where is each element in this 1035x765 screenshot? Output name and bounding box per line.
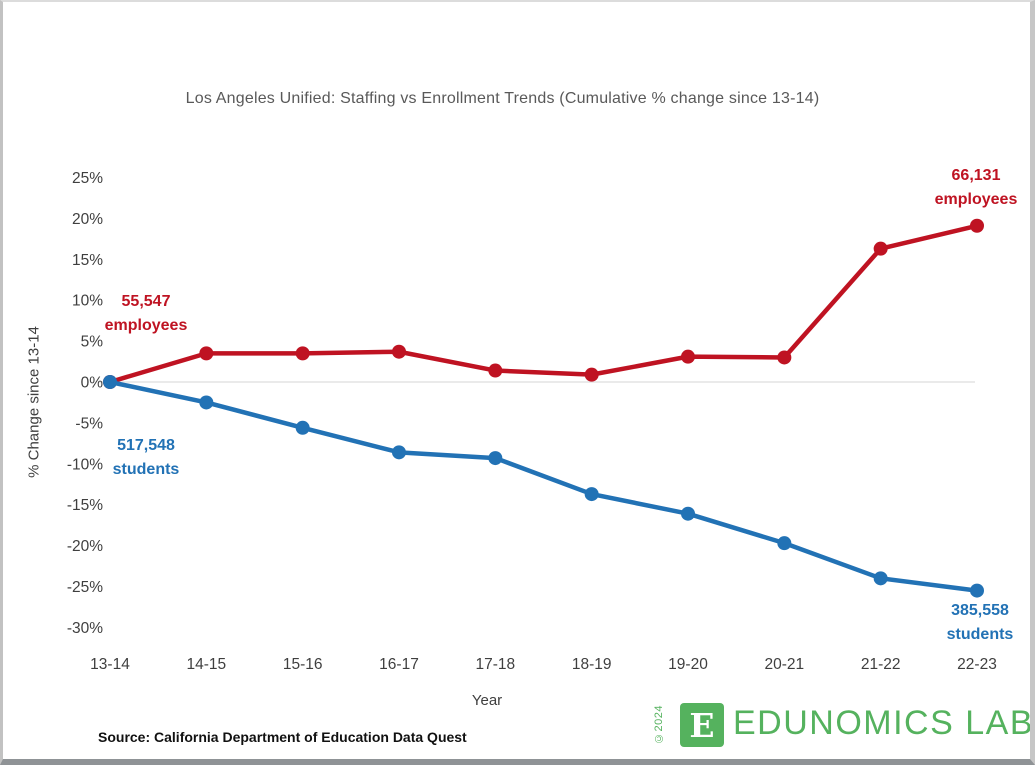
employees-start-annotation: 55,547 employees [86, 290, 206, 338]
students-point [392, 445, 406, 460]
employees-start-value: 55,547 [121, 293, 171, 310]
y-tick-label: 10% [72, 293, 103, 310]
students-point [873, 571, 888, 586]
x-tick-label: 22-23 [957, 656, 997, 673]
students-start-unit: students [112, 461, 180, 478]
x-tick-label: 15-16 [283, 656, 323, 673]
students-end-unit: students [946, 626, 1014, 643]
employees-point [295, 346, 310, 361]
students-point [488, 451, 503, 466]
students-point [199, 395, 214, 410]
employees-end-annotation: 66,131 employees [916, 164, 1030, 212]
students-point [584, 487, 599, 502]
students-point [777, 536, 792, 551]
students-end-value: 385,558 [951, 602, 1009, 619]
y-tick-label: 25% [72, 170, 103, 187]
students-start-annotation: 517,548 students [86, 434, 206, 482]
chart-title: Los Angeles Unified: Staffing vs Enrollm… [185, 90, 820, 107]
students-end-annotation: 385,558 students [920, 599, 1030, 647]
y-tick-label: 5% [81, 334, 104, 351]
y-tick-label: 15% [72, 252, 103, 269]
students-start-value: 517,548 [117, 437, 175, 454]
x-tick-label: 16-17 [379, 656, 419, 673]
x-tick-label: 18-19 [572, 656, 612, 673]
source-note: Source: California Department of Educati… [98, 729, 467, 745]
y-tick-label: -25% [67, 579, 103, 596]
y-tick-label: -15% [67, 497, 103, 514]
employees-point [199, 346, 214, 361]
employees-end-unit: employees [934, 191, 1018, 208]
employees-end-value: 66,131 [951, 167, 1001, 184]
employees-point [873, 241, 888, 256]
employees-point [584, 367, 599, 382]
employees-point [777, 350, 792, 365]
students-line [107, 379, 980, 593]
y-tick-label: -30% [67, 620, 103, 637]
employees-point [681, 349, 695, 364]
employees-start-unit: employees [104, 317, 188, 334]
logo-wordmark: EDUNOMICS LAB [733, 704, 1034, 742]
employees-point [970, 218, 984, 233]
x-tick-label: 19-20 [668, 656, 708, 673]
x-tick-label: 17-18 [476, 656, 516, 673]
y-tick-label: -10% [67, 456, 103, 473]
line-chart: 25% 20% 15% 10% 5% 0% -5% -10% -15% -20% -25% -30% 1… [67, 170, 997, 673]
y-axis-title: % Change since 13-14 [25, 326, 43, 478]
x-axis-title: Year [471, 692, 503, 709]
employees-point [392, 344, 406, 359]
employees-point [488, 363, 503, 378]
y-tick-label: -20% [67, 538, 103, 555]
x-tick-label: 20-21 [765, 656, 805, 673]
students-point [970, 583, 984, 598]
employees-line [107, 223, 980, 385]
edunomics-e-icon: E [680, 703, 724, 747]
students-point [295, 420, 310, 435]
students-point [681, 506, 695, 521]
x-tick-label: 21-22 [861, 656, 901, 673]
x-tick-label: 13-14 [90, 656, 130, 673]
logo-copyright: ©2024 [653, 705, 665, 745]
students-point [103, 375, 117, 389]
y-tick-label: -5% [75, 415, 103, 432]
x-tick-label: 14-15 [187, 656, 227, 673]
y-tick-label: 20% [72, 211, 103, 228]
y-tick-label: 0% [81, 375, 104, 392]
